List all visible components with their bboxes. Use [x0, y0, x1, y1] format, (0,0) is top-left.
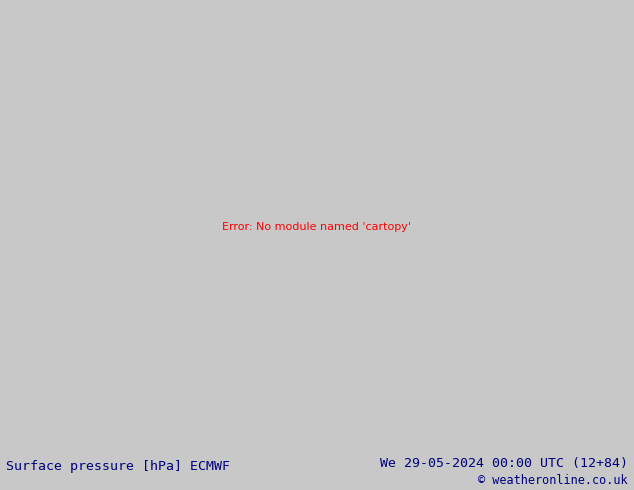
Text: We 29-05-2024 00:00 UTC (12+84): We 29-05-2024 00:00 UTC (12+84) — [380, 457, 628, 470]
Text: © weatheronline.co.uk: © weatheronline.co.uk — [478, 474, 628, 488]
Text: Surface pressure [hPa] ECMWF: Surface pressure [hPa] ECMWF — [6, 460, 230, 473]
Text: Error: No module named 'cartopy': Error: No module named 'cartopy' — [223, 221, 411, 232]
